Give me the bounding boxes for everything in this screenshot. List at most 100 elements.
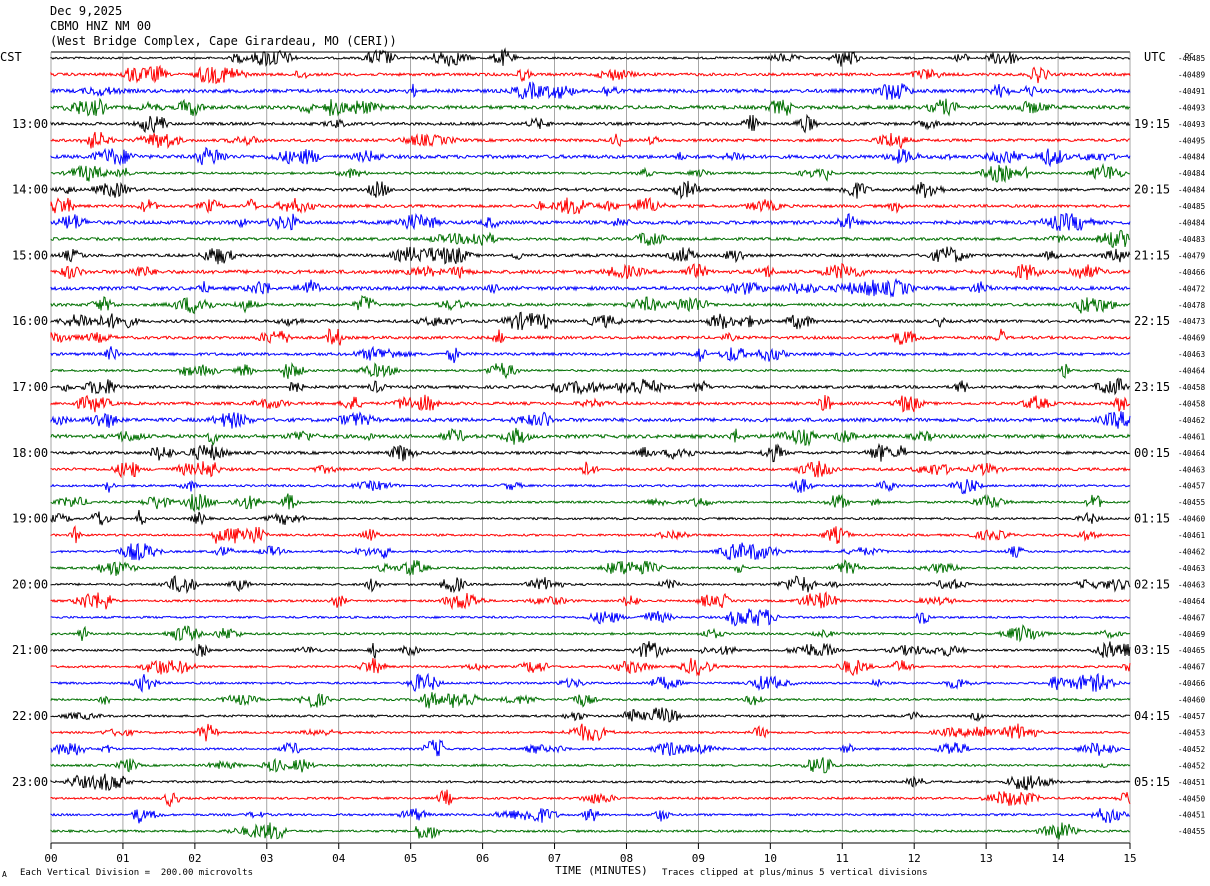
dc-offset-label: -40457	[1178, 482, 1205, 491]
trace-line	[50, 808, 1130, 824]
trace-line	[50, 657, 1131, 677]
dc-offset-label: -40457	[1178, 712, 1205, 721]
trace-line	[50, 294, 1131, 315]
header-station: CBMO HNZ NM 00	[50, 19, 152, 33]
cst-hour-label: 22:00	[12, 709, 48, 723]
dc-offset-label: -40483	[1178, 235, 1205, 244]
trace-line	[50, 773, 1131, 791]
trace-line	[50, 196, 1131, 215]
dc-offset-label: -40493	[1178, 120, 1205, 129]
dc-offset-label: -40464	[1178, 597, 1206, 606]
x-tick-label: 08	[620, 852, 633, 865]
dc-offset-label: -40464	[1178, 449, 1206, 458]
dc-offset-label: -40484	[1178, 153, 1206, 162]
header-date: Dec 9,2025	[50, 4, 123, 18]
x-tick-label: 13	[980, 852, 993, 865]
dc-offset-label: -40461	[1178, 531, 1205, 540]
utc-hour-label: 04:15	[1134, 709, 1170, 723]
trace-line	[50, 672, 1131, 693]
utc-hour-label: 22:15	[1134, 314, 1170, 328]
x-tick-label: 02	[188, 852, 201, 865]
dc-offset-label: -40467	[1178, 663, 1205, 672]
trace-line	[50, 377, 1131, 396]
trace-line	[50, 757, 1131, 774]
cst-hour-label: 18:00	[12, 446, 48, 460]
trace-line	[50, 723, 1131, 742]
utc-hour-label: 02:15	[1134, 577, 1170, 591]
dc-offset-label: -40467	[1178, 613, 1205, 622]
dc-offset-label: -40495	[1178, 136, 1205, 145]
trace-line	[50, 575, 1131, 595]
trace-line	[50, 361, 1131, 380]
x-tick-label: 07	[548, 852, 561, 865]
utc-hour-label: 19:15	[1134, 117, 1170, 131]
dc-offset-label: -40450	[1178, 794, 1206, 803]
footer-clip: Traces clipped at plus/minus 5 vertical …	[662, 868, 928, 878]
footer-mark: A	[2, 870, 7, 879]
left-axis-title: CST	[0, 50, 22, 64]
cst-hour-label: 20:00	[12, 577, 48, 591]
cst-hour-label: 21:00	[12, 643, 48, 657]
dc-offset-label: -40485	[1178, 202, 1205, 211]
trace-line	[50, 525, 1131, 545]
dc-offset-label: -40491	[1178, 87, 1205, 96]
dc-offset-label: -40484	[1178, 169, 1206, 178]
header-location: (West Bridge Complex, Cape Girardeau, MO…	[50, 34, 397, 48]
dc-offset-label: -40484	[1178, 219, 1206, 228]
trace-line	[50, 162, 1131, 184]
cst-hour-label: 13:00	[12, 117, 48, 131]
dc-offset-label: -40465	[1178, 646, 1205, 655]
trace-line	[50, 707, 1131, 723]
trace-line	[50, 97, 1131, 117]
trace-line	[50, 64, 1131, 85]
utc-hour-label: 03:15	[1134, 643, 1170, 657]
trace-line	[50, 822, 1131, 840]
cst-hour-label: 23:00	[12, 775, 48, 789]
trace-line	[50, 277, 1131, 298]
trace-line	[50, 311, 1131, 331]
trace-line	[50, 246, 1131, 265]
dc-offset-label: -40460	[1178, 696, 1206, 705]
dc-offset-label: -40472	[1178, 284, 1205, 293]
cst-hour-label: 16:00	[12, 314, 48, 328]
dc-offset-label: -40463	[1178, 564, 1205, 573]
dc-offset-label: -40466	[1178, 268, 1206, 277]
x-tick-label: 03	[260, 852, 273, 865]
trace-line	[50, 591, 1131, 611]
trace-line	[50, 81, 1131, 100]
x-tick-label: 11	[836, 852, 849, 865]
dc-offset-label: -40458	[1178, 399, 1206, 408]
cst-hour-label: 14:00	[12, 183, 48, 197]
trace-line	[50, 493, 1131, 513]
dc-offset-label: -40469	[1178, 630, 1205, 639]
x-tick-label: 12	[908, 852, 921, 865]
dc-offset-label: -40463	[1178, 465, 1205, 474]
x-tick-label: 01	[116, 852, 129, 865]
trace-line	[50, 608, 1131, 627]
dc-offset-label: -40493	[1178, 103, 1205, 112]
dc-offset-label: -40484	[1178, 186, 1206, 195]
dc-offset-label: -40462	[1178, 548, 1205, 557]
utc-hour-label: 23:15	[1134, 380, 1170, 394]
footer-scale: Each Vertical Division = 200.00 microvol…	[20, 868, 253, 878]
trace-line	[50, 263, 1131, 281]
trace-line	[50, 789, 1131, 808]
dc-offset-label: -40461	[1178, 432, 1205, 441]
trace-line	[50, 229, 1130, 249]
trace-line	[50, 180, 1131, 200]
dc-offset-label: -40485	[1178, 54, 1205, 63]
dc-offset-label: -40452	[1178, 745, 1205, 754]
cst-hour-label: 17:00	[12, 380, 48, 394]
dc-offset-label: -40460	[1178, 515, 1206, 524]
cst-hour-label: 15:00	[12, 248, 48, 262]
trace-line	[50, 212, 1131, 231]
trace-line	[50, 113, 1131, 135]
right-axis-title: UTC	[1144, 50, 1166, 64]
x-tick-label: 04	[332, 852, 346, 865]
trace-line	[50, 328, 1131, 346]
trace-line	[50, 427, 1131, 447]
dc-offset-label: -40479	[1178, 251, 1205, 260]
x-tick-label: 00	[44, 852, 57, 865]
trace-line	[50, 411, 1131, 429]
trace-line	[50, 460, 1131, 479]
